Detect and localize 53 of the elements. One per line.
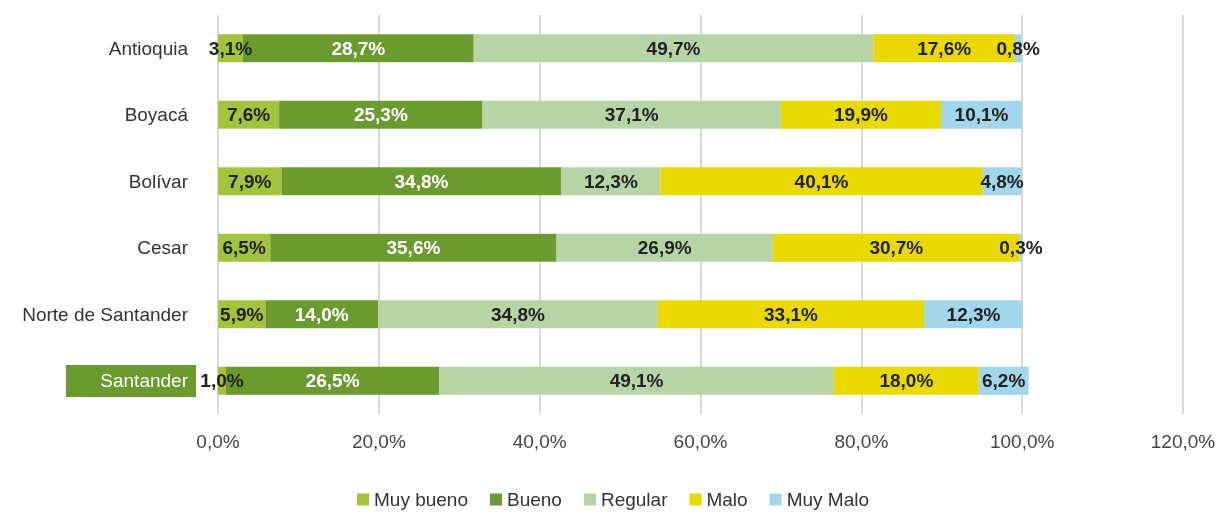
bar (556, 233, 773, 262)
data-label: 12,3% (946, 303, 1001, 325)
bar (279, 100, 483, 129)
bar (473, 34, 874, 63)
data-label: 7,9% (228, 170, 272, 192)
bar (281, 167, 562, 196)
x-tick-label: 80,0% (834, 431, 889, 452)
legend-label: Malo (706, 489, 748, 510)
data-label: 40,1% (794, 170, 849, 192)
bar (482, 100, 781, 129)
x-tick-label: 0,0% (196, 431, 240, 452)
data-label: 26,9% (637, 237, 692, 259)
data-label: 49,1% (609, 370, 664, 392)
data-label: 6,2% (982, 370, 1026, 392)
data-label: 28,7% (331, 37, 386, 59)
data-label: 30,7% (869, 237, 924, 259)
bar (270, 233, 557, 262)
y-tick-label: Antioquia (108, 37, 189, 59)
data-label: 19,9% (833, 104, 888, 126)
data-label: 6,5% (222, 237, 266, 259)
y-tick-label: Santander (100, 370, 189, 392)
x-tick-label: 100,0% (989, 431, 1055, 452)
legend-label: Bueno (507, 489, 562, 510)
bar (780, 100, 941, 129)
data-label: 25,3% (353, 104, 408, 126)
data-label: 37,1% (604, 104, 659, 126)
legend-label: Muy Malo (786, 489, 870, 510)
data-label: 7,6% (226, 104, 271, 126)
data-label: 34,8% (394, 170, 449, 192)
data-label: 5,9% (220, 303, 264, 325)
y-tick-label: Cesar (137, 237, 189, 259)
x-tick-label: 60,0% (673, 431, 728, 452)
y-tick-label: Bolívar (128, 170, 189, 192)
data-label: 18,0% (879, 370, 934, 392)
bar (439, 366, 834, 395)
data-label: 12,3% (583, 170, 638, 192)
data-label: 34,8% (491, 303, 545, 325)
data-label: 14,0% (294, 303, 349, 325)
x-tick-label: 40,0% (512, 431, 567, 452)
data-label: 26,5% (305, 370, 360, 392)
x-tick-label: 20,0% (351, 431, 406, 452)
data-label: 49,7% (646, 37, 701, 59)
y-tick-label: Norte de Santander (22, 303, 189, 325)
bar (378, 300, 658, 329)
data-label: 33,1% (764, 303, 819, 325)
legend-label: Regular (600, 489, 669, 510)
data-label: 17,6% (917, 37, 972, 59)
x-tick-label: 120,0% (1150, 431, 1216, 452)
data-label: 35,6% (386, 237, 441, 259)
legend-label: Muy bueno (373, 489, 468, 510)
data-label: 10,1% (954, 104, 1009, 126)
y-tick-label: Boyacá (124, 104, 189, 126)
bar (657, 300, 925, 329)
